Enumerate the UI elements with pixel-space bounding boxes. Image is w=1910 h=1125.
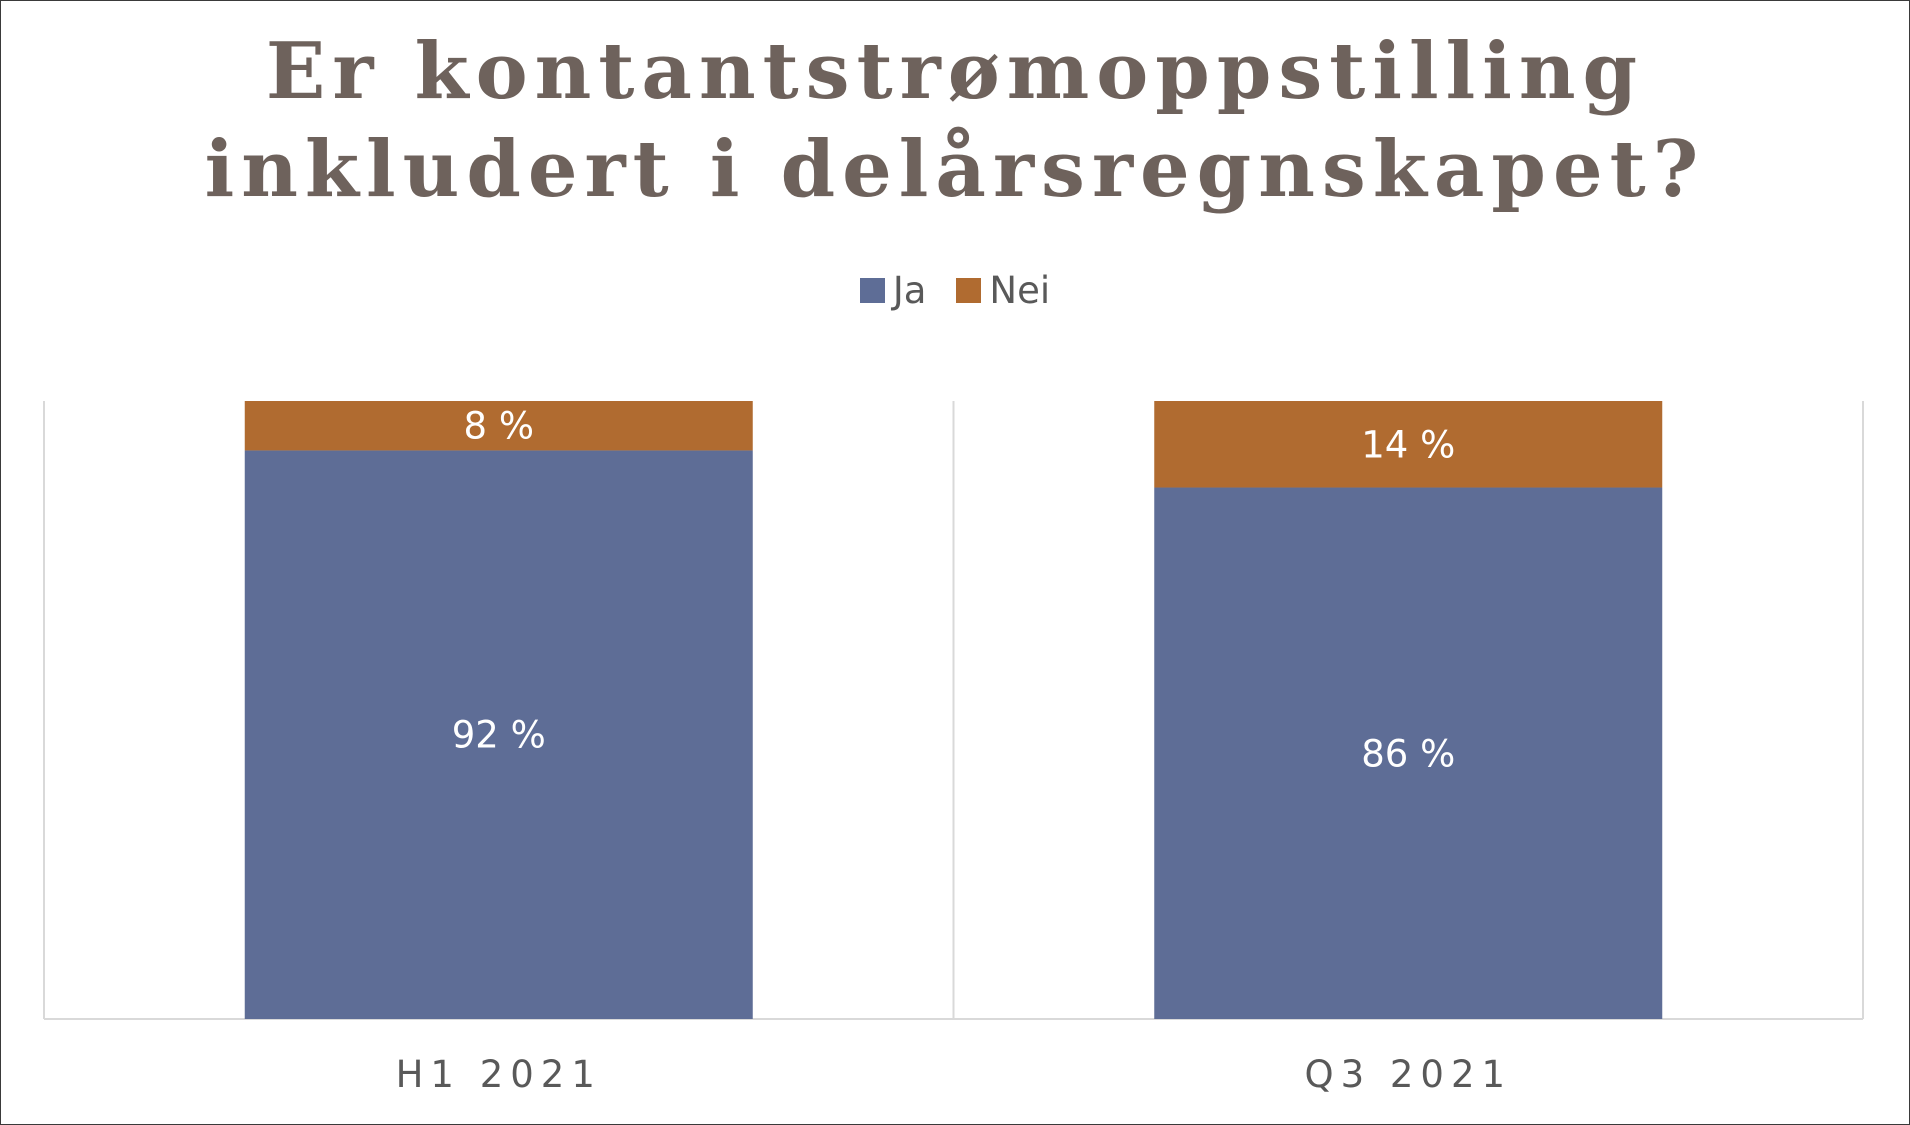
legend: Ja Nei — [1, 269, 1909, 312]
x-tick-label-1: H1 2021 — [396, 1053, 602, 1096]
bar-nei-1 — [244, 401, 753, 451]
data-label-ja-1: 92 % — [452, 714, 546, 757]
data-label-nei-1: 8 % — [464, 405, 534, 448]
chart-title: Er kontantstrømoppstilling inkludert i d… — [1, 23, 1909, 219]
chart-title-line-2: inkludert i delårsregnskapet? — [204, 124, 1706, 215]
legend-label-ja: Ja — [892, 269, 927, 312]
legend-swatch-nei — [956, 278, 982, 303]
chart-title-line-1: Er kontantstrømoppstilling — [265, 26, 1645, 117]
data-label-ja-2: 86 % — [1361, 732, 1455, 775]
bar-nei-2 — [1154, 401, 1663, 488]
legend-label-nei: Nei — [989, 269, 1051, 312]
bar-ja-2 — [1154, 487, 1663, 1019]
legend-item-nei: Nei — [956, 269, 1050, 312]
bar-ja-1 — [244, 450, 753, 1019]
legend-item-ja: Ja — [859, 269, 927, 312]
x-tick-label-2: Q3 2021 — [1304, 1053, 1512, 1096]
legend-swatch-ja — [859, 278, 885, 303]
data-label-nei-2: 14 % — [1361, 423, 1455, 466]
